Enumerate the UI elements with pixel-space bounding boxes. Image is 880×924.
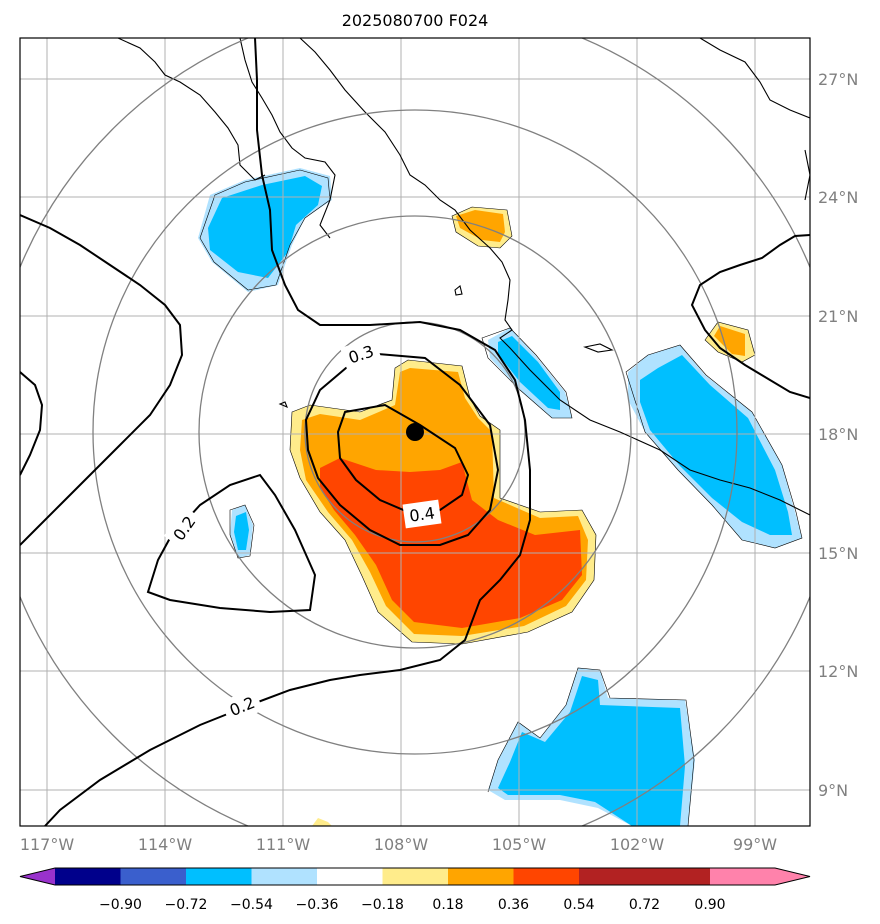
colorbar-segment xyxy=(448,868,514,885)
colorbar-segment xyxy=(710,868,775,885)
colorbar-segment xyxy=(579,868,645,885)
map-frame xyxy=(19,37,811,827)
coastlines xyxy=(117,38,810,516)
colorbar-outline xyxy=(19,867,811,886)
lat-label: 21°N xyxy=(818,307,858,326)
negative-anomaly-fills xyxy=(198,168,802,826)
shading-outlines xyxy=(199,169,803,826)
colorbar-segment xyxy=(120,868,186,885)
lat-label: 15°N xyxy=(818,544,858,563)
longitude-labels: 117°W 114°W 111°W 108°W 105°W 102°W 99°W xyxy=(20,835,777,854)
colorbar: −0.90 −0.72 −0.54 −0.36 −0.18 0.18 0.36 … xyxy=(19,867,811,913)
lat-label: 18°N xyxy=(818,425,858,444)
colorbar-label: −0.18 xyxy=(361,897,404,913)
lon-label: 99°W xyxy=(733,835,777,854)
storm-center-marker xyxy=(406,423,424,441)
colorbar-label: −0.72 xyxy=(165,897,208,913)
lon-label: 108°W xyxy=(374,835,429,854)
colorbar-segment xyxy=(251,868,317,885)
colorbar-label: 0.90 xyxy=(694,897,725,913)
lon-label: 102°W xyxy=(610,835,665,854)
colorbar-segment xyxy=(317,868,383,885)
lon-label: 114°W xyxy=(138,835,193,854)
lat-label: 12°N xyxy=(818,662,858,681)
colorbar-label: 0.54 xyxy=(563,897,594,913)
graticule xyxy=(20,38,810,826)
lon-label: 111°W xyxy=(256,835,311,854)
range-rings xyxy=(20,38,810,826)
colorbar-label: 0.72 xyxy=(629,897,660,913)
colorbar-segment xyxy=(644,868,710,885)
lon-label: 117°W xyxy=(20,835,75,854)
contour-label-group: 0.3 0.4 0.2 0.2 xyxy=(163,337,442,724)
contour-label-0-4: 0.4 xyxy=(408,503,436,525)
latitude-labels: 27°N 24°N 21°N 18°N 15°N 12°N 9°N xyxy=(818,70,858,800)
colorbar-segment xyxy=(382,868,448,885)
colorbar-segment xyxy=(55,868,121,885)
lat-label: 24°N xyxy=(818,188,858,207)
colorbar-segment xyxy=(513,868,579,885)
colorbar-label: 0.36 xyxy=(498,897,529,913)
lat-label: 9°N xyxy=(818,781,848,800)
map-area: 0.3 0.4 0.2 0.2 xyxy=(20,38,810,826)
lat-label: 27°N xyxy=(818,70,858,89)
colorbar-label: −0.36 xyxy=(296,897,339,913)
lon-label: 105°W xyxy=(492,835,547,854)
colorbar-label: 0.18 xyxy=(432,897,463,913)
colorbar-label: −0.54 xyxy=(230,897,273,913)
colorbar-extend-high xyxy=(775,868,810,885)
colorbar-label: −0.90 xyxy=(99,897,142,913)
plot-title: 2025080700 F024 xyxy=(342,11,489,30)
colorbar-segment xyxy=(186,868,252,885)
colorbar-labels: −0.90 −0.72 −0.54 −0.36 −0.18 0.18 0.36 … xyxy=(99,897,726,913)
colorbar-extend-low xyxy=(20,868,55,885)
